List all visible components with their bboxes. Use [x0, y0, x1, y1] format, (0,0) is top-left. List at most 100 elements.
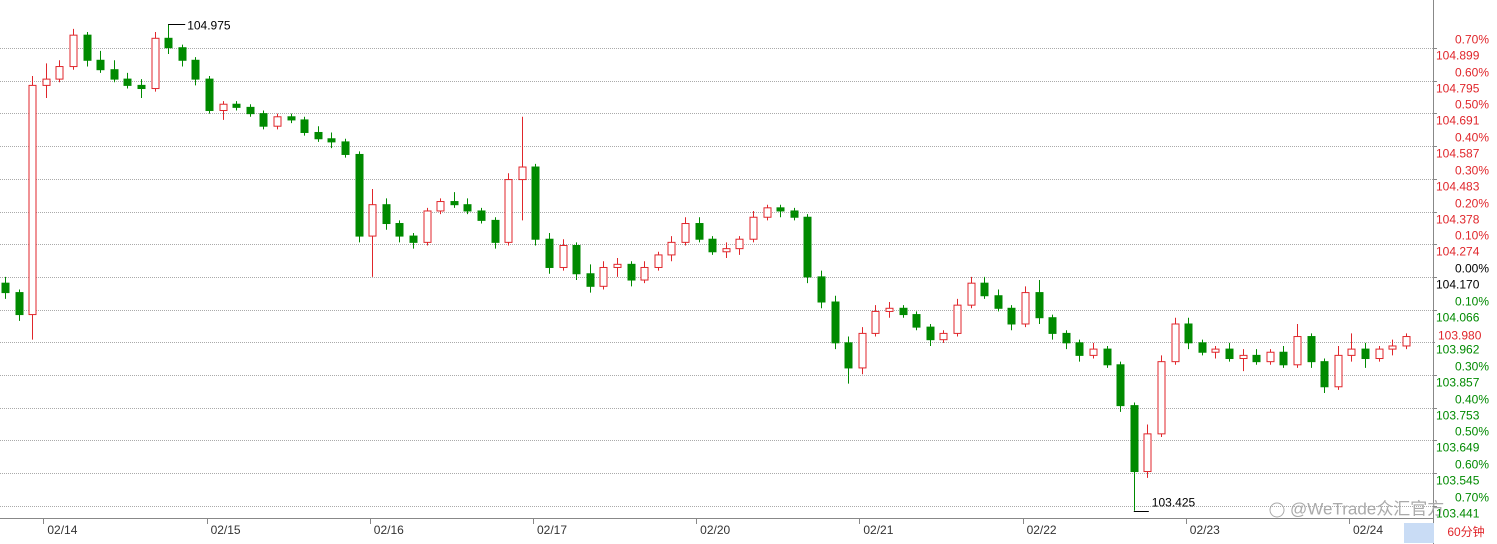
candle-body	[531, 166, 540, 240]
x-tick-label: 02/20	[700, 523, 730, 537]
y-tick-label: 103.753	[1436, 409, 1480, 423]
candle-body	[314, 131, 323, 140]
y-pct-label: 0.70%	[1455, 33, 1489, 47]
y-pct-label: 0.50%	[1455, 98, 1489, 112]
candle-body	[667, 241, 676, 256]
y-tick-label: 103.545	[1436, 474, 1480, 488]
period-button[interactable]: 60分钟	[1447, 524, 1484, 539]
candle-body	[491, 219, 500, 243]
y-tick-label: 103.857	[1436, 376, 1480, 390]
candle-body	[477, 210, 486, 221]
y-tick-label: 103.441	[1436, 507, 1480, 521]
watermark: @WeTrade众汇官方	[1290, 499, 1444, 518]
candle-body	[504, 179, 513, 243]
x-tick-label: 02/16	[374, 523, 404, 537]
candle-body	[776, 207, 785, 212]
candle-body	[191, 59, 200, 80]
candle-body	[178, 47, 187, 61]
candle-body	[1279, 351, 1288, 366]
candle-body	[980, 282, 989, 297]
y-tick-label: 104.899	[1436, 49, 1480, 63]
candle-body	[1361, 348, 1370, 360]
candle-body	[382, 204, 391, 225]
candle-body	[1, 282, 10, 294]
candle-body	[463, 204, 472, 212]
candle-body	[858, 332, 867, 369]
candle-body	[1211, 348, 1220, 353]
candle-body	[763, 207, 772, 218]
y-pct-label: 0.10%	[1455, 229, 1489, 243]
y-pct-label: 0.00%	[1455, 262, 1489, 276]
y-tick-label: 103.649	[1436, 441, 1480, 455]
candle-body	[640, 266, 649, 281]
candle-body	[123, 78, 132, 86]
candle-body	[1116, 364, 1125, 407]
candle-body	[1320, 361, 1329, 388]
candle-body	[1307, 336, 1316, 363]
candle-body	[586, 273, 595, 287]
scroll-handle[interactable]	[1404, 523, 1434, 543]
candle-body	[246, 106, 255, 115]
candle-body	[613, 263, 622, 268]
candle-body	[1171, 323, 1180, 363]
candle-body	[164, 37, 173, 49]
watermark-icon	[1269, 502, 1285, 518]
candle-body	[1334, 354, 1343, 388]
candle-body	[572, 245, 581, 275]
candle-body	[1062, 332, 1071, 344]
x-tick-label: 02/17	[537, 523, 567, 537]
candle-body	[749, 216, 758, 240]
candle-body	[1402, 336, 1411, 347]
candle-body	[1225, 348, 1234, 360]
candle-body	[654, 254, 663, 268]
candle-body	[926, 326, 935, 341]
candle-body	[599, 266, 608, 287]
candle-body	[912, 314, 921, 328]
candle-body	[273, 116, 282, 127]
candle-body	[15, 292, 24, 316]
y-tick-label: 104.378	[1436, 213, 1480, 227]
x-tick-label: 02/21	[863, 523, 893, 537]
candle-body	[1388, 345, 1397, 350]
candle-body	[1130, 405, 1139, 473]
candle-body	[803, 216, 812, 278]
candle-body	[1075, 342, 1084, 356]
candle-body	[300, 119, 309, 133]
candle-body	[1103, 348, 1112, 366]
y-pct-label: 0.10%	[1455, 295, 1489, 309]
candle-body	[327, 138, 336, 143]
candle-body	[953, 304, 962, 334]
candle-body	[899, 307, 908, 316]
y-tick-label: 104.066	[1436, 311, 1480, 325]
candle-body	[1035, 292, 1044, 319]
candle-body	[735, 238, 744, 250]
candle-body	[83, 34, 92, 61]
y-tick-label: 104.587	[1436, 147, 1480, 161]
candle-body	[423, 210, 432, 243]
candle-body	[817, 276, 826, 303]
candle-body	[1007, 307, 1016, 325]
y-tick-label: 104.483	[1436, 180, 1480, 194]
candle-body	[1198, 342, 1207, 353]
y-tick-label: 104.274	[1436, 245, 1480, 259]
candle-body	[790, 210, 799, 218]
current-price-box	[1435, 328, 1495, 344]
candle-body	[436, 201, 445, 212]
candle-body	[409, 235, 418, 243]
candle-body	[994, 295, 1003, 309]
candle-body	[341, 141, 350, 155]
candle-body	[627, 263, 636, 281]
candle-body	[110, 69, 119, 80]
y-tick-label: 104.691	[1436, 114, 1480, 128]
y-pct-label: 0.60%	[1455, 66, 1489, 80]
candle-body	[708, 238, 717, 253]
candle-body	[1347, 348, 1356, 356]
candle-body	[1143, 433, 1152, 473]
candle-body	[871, 310, 880, 334]
y-pct-label: 0.50%	[1455, 425, 1489, 439]
candle-body	[559, 245, 568, 268]
x-tick-label: 02/15	[211, 523, 241, 537]
candle-body	[1184, 323, 1193, 344]
y-pct-label: 0.30%	[1455, 164, 1489, 178]
current-price-label: 103.980	[1438, 329, 1482, 343]
